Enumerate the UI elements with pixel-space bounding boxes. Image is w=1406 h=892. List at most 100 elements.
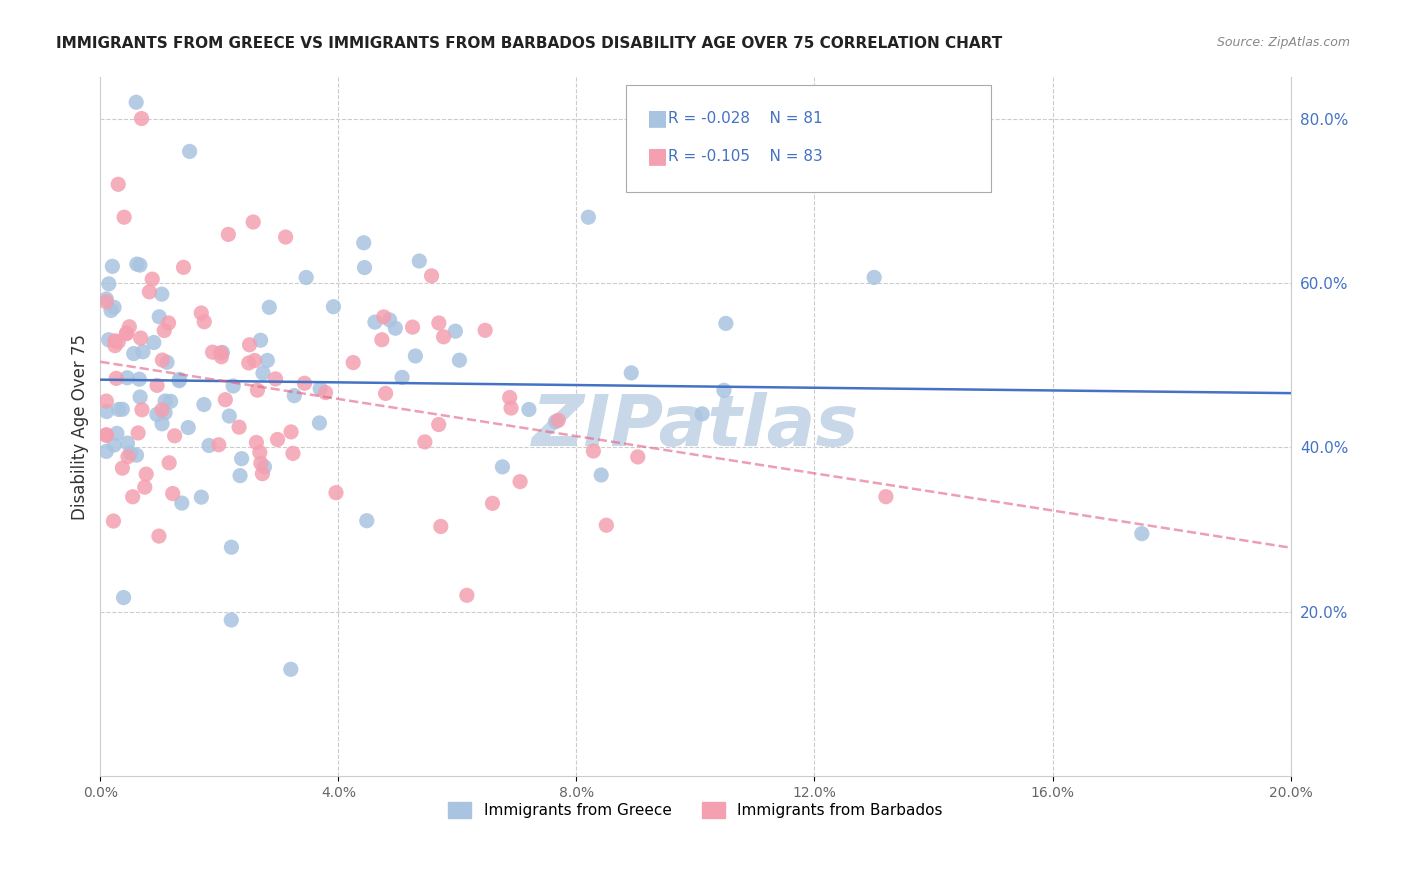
- Immigrants from Barbados: [547, 413, 569, 427]
- Immigrants from Greece: [714, 317, 737, 331]
- Immigrants from Greece: [449, 353, 471, 368]
- Immigrants from Greece: [96, 404, 118, 418]
- Immigrants from Barbados: [432, 330, 454, 344]
- Text: R = -0.105    N = 83: R = -0.105 N = 83: [668, 149, 823, 163]
- Immigrants from Greece: [101, 260, 124, 274]
- Immigrants from Barbados: [627, 450, 650, 464]
- Immigrants from Greece: [117, 436, 139, 450]
- Immigrants from Greece: [408, 254, 430, 268]
- Immigrants from Barbados: [245, 435, 267, 450]
- Immigrants from Greece: [713, 384, 735, 398]
- Immigrants from Greece: [125, 257, 148, 271]
- Immigrants from Barbados: [371, 333, 394, 347]
- Immigrants from Barbados: [325, 485, 347, 500]
- Immigrants from Barbados: [481, 496, 503, 510]
- Immigrants from Greece: [115, 371, 138, 385]
- Immigrants from Barbados: [228, 420, 250, 434]
- Immigrants from Greece: [167, 374, 190, 388]
- Immigrants from Greece: [100, 303, 122, 318]
- Immigrants from Greece: [128, 372, 150, 386]
- Text: R = -0.028    N = 81: R = -0.028 N = 81: [668, 112, 823, 126]
- Immigrants from Barbados: [96, 427, 118, 442]
- Immigrants from Greece: [170, 496, 193, 510]
- Immigrants from Barbados: [217, 227, 239, 242]
- Immigrants from Barbados: [246, 383, 269, 397]
- Immigrants from Greece: [221, 540, 243, 554]
- Immigrants from Greece: [384, 321, 406, 335]
- Immigrants from Barbados: [131, 402, 153, 417]
- Immigrants from Barbados: [146, 378, 169, 392]
- Immigrants from Barbados: [401, 320, 423, 334]
- Immigrants from Barbados: [427, 316, 450, 330]
- Immigrants from Barbados: [152, 353, 174, 368]
- Immigrants from Greece: [308, 416, 330, 430]
- Immigrants from Greece: [129, 390, 152, 404]
- Immigrants from Barbados: [107, 334, 129, 349]
- Immigrants from Greece: [353, 235, 375, 250]
- Immigrants from Barbados: [148, 529, 170, 543]
- Immigrants from Barbados: [173, 260, 195, 275]
- Immigrants from Greece: [150, 287, 173, 301]
- Immigrants from Greece: [179, 145, 201, 159]
- Immigrants from Greece: [120, 446, 142, 460]
- Immigrants from Barbados: [342, 355, 364, 369]
- Immigrants from Greece: [283, 389, 305, 403]
- Immigrants from Greece: [107, 402, 129, 417]
- Immigrants from Barbados: [135, 467, 157, 482]
- Immigrants from Greece: [229, 468, 252, 483]
- Immigrants from Barbados: [117, 450, 139, 464]
- Immigrants from Barbados: [266, 433, 288, 447]
- Immigrants from Greece: [364, 315, 387, 329]
- Text: ■: ■: [647, 146, 668, 166]
- Immigrants from Greece: [591, 468, 613, 483]
- Immigrants from Barbados: [157, 456, 180, 470]
- Immigrants from Greece: [256, 353, 278, 368]
- Immigrants from Greece: [356, 514, 378, 528]
- Immigrants from Greece: [132, 344, 155, 359]
- Immigrants from Greece: [112, 591, 135, 605]
- Immigrants from Barbados: [209, 350, 232, 364]
- Immigrants from Barbados: [115, 326, 138, 340]
- Immigrants from Barbados: [162, 486, 184, 500]
- Immigrants from Barbados: [201, 345, 224, 359]
- Immigrants from Greece: [142, 335, 165, 350]
- Immigrants from Barbados: [595, 518, 617, 533]
- Immigrants from Greece: [193, 398, 215, 412]
- Immigrants from Greece: [125, 95, 148, 110]
- Immigrants from Greece: [491, 459, 513, 474]
- Immigrants from Barbados: [242, 215, 264, 229]
- Immigrants from Greece: [620, 366, 643, 380]
- Immigrants from Greece: [391, 370, 413, 384]
- Immigrants from Barbados: [264, 372, 287, 386]
- Immigrants from Barbados: [163, 429, 186, 443]
- Immigrants from Barbados: [280, 425, 302, 439]
- Immigrants from Barbados: [474, 323, 496, 337]
- Immigrants from Barbados: [315, 385, 337, 400]
- Immigrants from Greece: [96, 292, 118, 306]
- Immigrants from Barbados: [430, 519, 453, 533]
- Immigrants from Barbados: [121, 490, 143, 504]
- Immigrants from Greece: [576, 210, 599, 224]
- Immigrants from Greece: [155, 394, 177, 409]
- Immigrants from Greece: [295, 270, 318, 285]
- Immigrants from Greece: [105, 426, 128, 441]
- Immigrants from Greece: [231, 451, 253, 466]
- Immigrants from Barbados: [238, 356, 260, 370]
- Immigrants from Barbados: [118, 319, 141, 334]
- Immigrants from Greece: [198, 438, 221, 452]
- Immigrants from Barbados: [131, 112, 153, 126]
- Immigrants from Greece: [222, 379, 245, 393]
- Y-axis label: Disability Age Over 75: Disability Age Over 75: [72, 334, 89, 520]
- Immigrants from Barbados: [105, 371, 128, 385]
- Immigrants from Barbados: [294, 376, 316, 391]
- Immigrants from Greece: [444, 324, 467, 338]
- Immigrants from Barbados: [103, 514, 125, 528]
- Immigrants from Barbados: [420, 268, 443, 283]
- Immigrants from Barbados: [111, 461, 134, 475]
- Immigrants from Greece: [863, 270, 886, 285]
- Immigrants from Barbados: [104, 334, 127, 348]
- Immigrants from Barbados: [138, 285, 160, 299]
- Immigrants from Barbados: [374, 386, 396, 401]
- Immigrants from Greece: [153, 406, 176, 420]
- Immigrants from Barbados: [107, 178, 129, 192]
